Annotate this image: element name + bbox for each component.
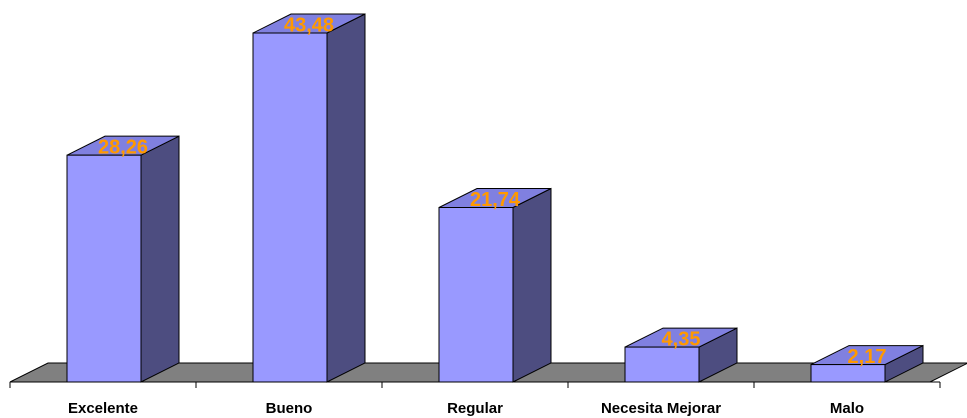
category-label: Bueno <box>266 400 313 417</box>
bar-front-face <box>624 346 700 383</box>
value-label: 4,35 <box>662 329 701 351</box>
bar-front-face <box>66 154 142 383</box>
value-labels: 28,26 43,48 21,74 4,35 2,17 <box>98 15 887 369</box>
value-label: 21,74 <box>470 189 521 211</box>
bar-side-face <box>140 135 180 383</box>
value-label: 2,17 <box>848 346 887 368</box>
category-labels: Excelente Bueno Regular Necesita Mejorar Mal… <box>68 400 864 417</box>
bar-side-face <box>326 13 366 383</box>
bar-front-face <box>252 32 328 383</box>
bar-front-face <box>810 364 886 383</box>
category-label: Necesita Mejorar <box>601 400 721 417</box>
category-label: Regular <box>447 400 503 417</box>
bar-necesita-mejorar <box>624 327 738 383</box>
category-label: Excelente <box>68 400 138 417</box>
bar-side-face <box>512 187 552 383</box>
category-label: Malo <box>830 400 864 417</box>
bars <box>66 13 924 383</box>
bar-bueno <box>252 13 366 383</box>
bar-front-face <box>438 207 514 383</box>
value-label: 43,48 <box>284 15 334 37</box>
bar-malo <box>810 344 924 383</box>
bar-regular <box>438 187 552 383</box>
x-axis <box>9 381 941 388</box>
value-label: 28,26 <box>98 137 148 159</box>
bar-excelente <box>66 135 180 383</box>
